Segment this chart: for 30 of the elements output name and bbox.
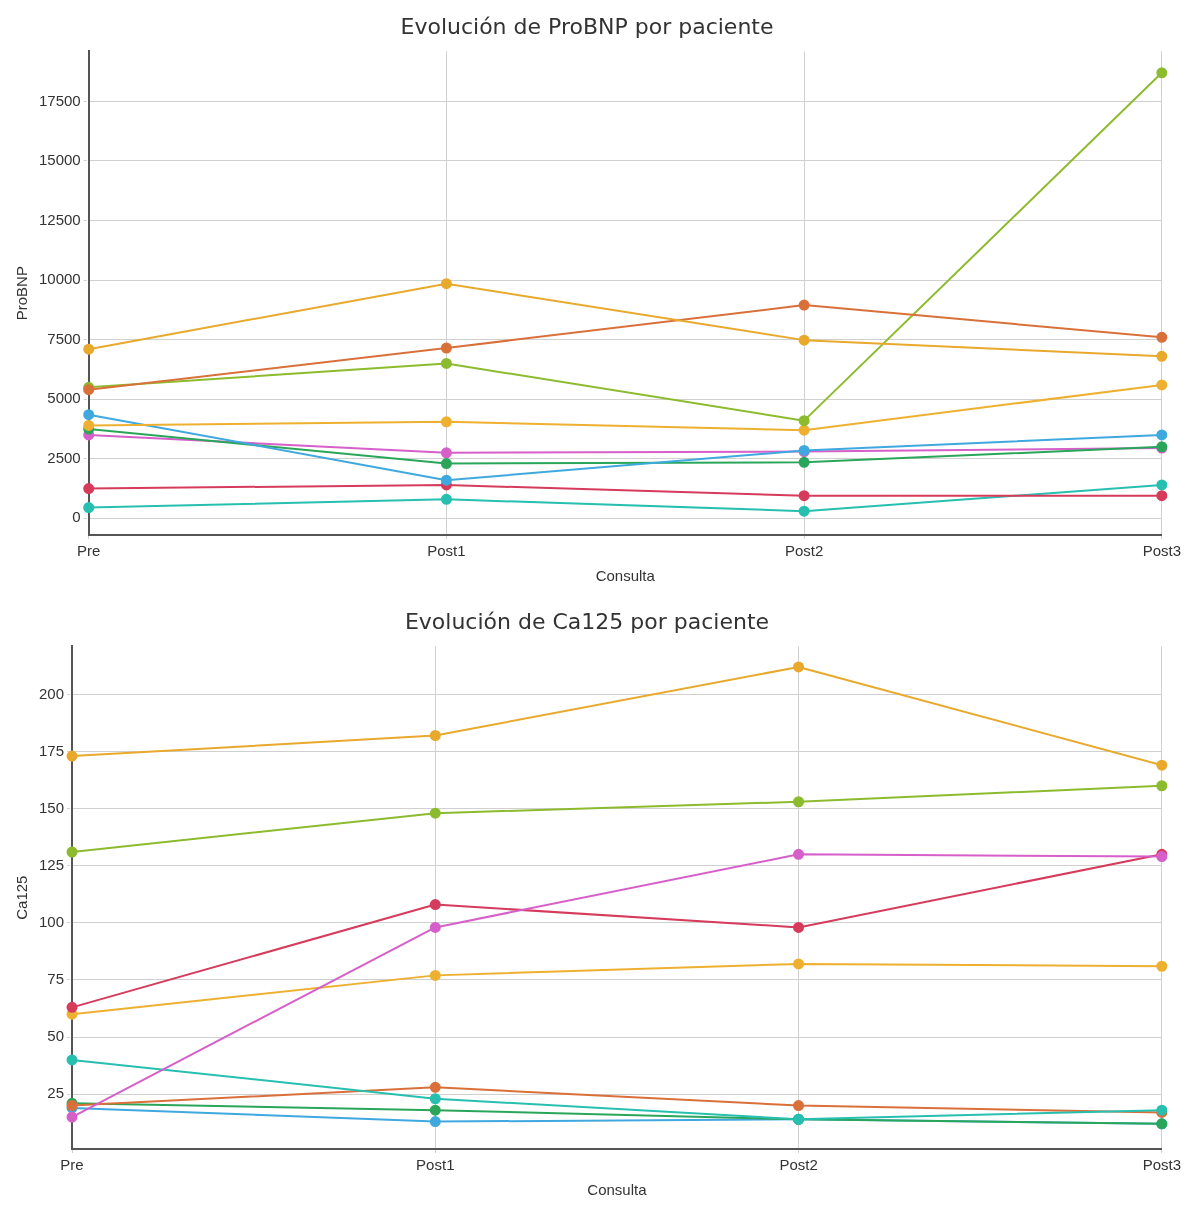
y-tick-label: 200 <box>39 684 65 702</box>
y-tick-label: 50 <box>47 1027 65 1045</box>
y-tick-label: 100 <box>39 912 65 930</box>
y-tick-label: 0 <box>72 508 81 526</box>
y-tick-label: 125 <box>39 855 65 873</box>
y-tick-label: 150 <box>39 798 65 816</box>
x-tick-label: Post2 <box>784 542 824 560</box>
y-tick-label: 5000 <box>47 389 81 407</box>
y-axis-title: Ca125 <box>13 875 31 920</box>
y-tick-label: 10000 <box>38 270 81 288</box>
x-axis-title: Consulta <box>587 1181 648 1199</box>
y-axis-title: ProBNP <box>13 266 31 321</box>
x-tick-label: Post1 <box>427 542 466 560</box>
x-tick-label: Post3 <box>1142 542 1181 560</box>
x-tick-label: Pre <box>60 1156 84 1174</box>
y-tick-label: 75 <box>47 970 65 988</box>
y-tick-label: 25 <box>47 1084 65 1102</box>
x-tick-label: Post1 <box>416 1156 455 1174</box>
x-tick-label: Pre <box>77 542 101 560</box>
x-tick-label: Post3 <box>1142 1156 1181 1174</box>
x-axis-title: Consulta <box>595 567 656 585</box>
y-tick-label: 15000 <box>38 151 81 169</box>
y-tick-label: 7500 <box>47 329 81 347</box>
x-tick-label: Post2 <box>779 1156 818 1174</box>
chart-title: Evolución de ProBNP por paciente <box>400 13 774 39</box>
y-tick-label: 2500 <box>47 448 81 466</box>
chart-title: Evolución de Ca125 por paciente <box>404 608 770 634</box>
y-tick-label: 12500 <box>38 210 81 228</box>
y-tick-label: 17500 <box>38 91 81 109</box>
y-tick-label: 175 <box>39 741 65 759</box>
